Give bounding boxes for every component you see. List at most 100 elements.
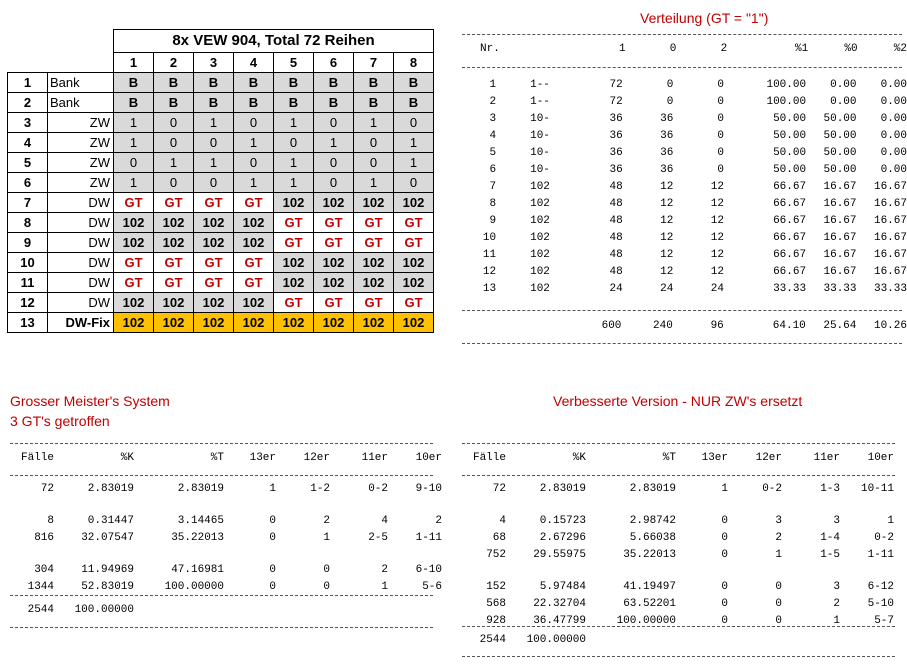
table-cell: 8 [47, 515, 54, 527]
grosser-subtitle: 3 GT's getroffen [10, 413, 110, 429]
table-cell: 48 [609, 198, 623, 210]
grid-cell: 102 [353, 312, 394, 333]
table-cell: 568 [486, 598, 506, 610]
grid-cell: 1 [353, 112, 394, 133]
grid-cell: 1 [113, 132, 154, 153]
table-cell: 12 [660, 181, 674, 193]
grid-cell: 102 [193, 212, 234, 233]
grid-cell: 0 [153, 172, 194, 193]
table-cell: Fälle [20, 452, 54, 464]
table-cell: 24 [609, 283, 623, 295]
table-cell: 752 [486, 549, 506, 561]
grid-cell: 102 [273, 272, 314, 293]
table-cell: 0 [721, 532, 728, 544]
grid-cell: GT [353, 292, 394, 313]
table-cell: 16.67 [873, 266, 907, 278]
table-row: 11 102 48 12 12 66.67 16.67 16.67 [462, 247, 907, 264]
divider [462, 443, 895, 444]
table-cell: 102 [530, 181, 550, 193]
row-number: 2 [7, 92, 48, 113]
table-cell [462, 318, 495, 335]
grid-cell: 0 [193, 172, 234, 193]
row-label: DW [47, 292, 114, 313]
grid-cell: 102 [193, 292, 234, 313]
table-cell: 11er [813, 452, 840, 464]
row-number: 3 [7, 112, 48, 133]
table-cell: 100.00000 [526, 634, 586, 646]
table-cell: 1 [489, 79, 497, 91]
table-cell: 816 [34, 532, 54, 544]
table-cell: 48 [609, 249, 623, 261]
table-cell: 36 [609, 130, 623, 142]
table-cell: 2.83019 [177, 483, 224, 495]
table-cell: 35.22013 [171, 532, 224, 544]
table-cell: 6-12 [867, 581, 894, 593]
table-row: 1 1-- 72 0 0 100.00 0.00 0.00 [462, 77, 907, 94]
grid-cell: 102 [233, 312, 274, 333]
empty-cell [48, 53, 114, 73]
table-cell: 1-5 [820, 549, 840, 561]
row-number: 8 [7, 212, 48, 233]
table-cell: 36 [609, 113, 623, 125]
table-cell: 36 [660, 113, 674, 125]
table-cell: 12er [303, 452, 330, 464]
table-cell: 96 [710, 320, 724, 332]
table-cell: 600 [601, 320, 622, 332]
grid-cell: 102 [153, 232, 194, 253]
grid-cell: 0 [153, 112, 194, 133]
divider [462, 343, 902, 344]
table-cell: 10- [530, 147, 550, 159]
table-cell: 2544 [479, 634, 506, 646]
column-header: %1 [795, 43, 809, 55]
row-label: DW [47, 272, 114, 293]
table-cell: 48 [609, 266, 623, 278]
table-cell: 52.83019 [81, 581, 134, 593]
table-cell: 0 [717, 96, 724, 108]
column-header: 8 [393, 52, 434, 73]
table-cell: 0.00 [880, 79, 907, 91]
grid-cell: GT [193, 272, 234, 293]
table-cell: 12 [710, 249, 724, 261]
table-cell: 2-5 [368, 532, 388, 544]
table-row: 3 10- 36 36 0 50.00 50.00 0.00 [462, 111, 907, 128]
table-cell: 66.67 [773, 249, 807, 261]
table-cell: 102 [530, 198, 550, 210]
grid-cell: 102 [353, 252, 394, 273]
table-cell: Fälle [472, 452, 506, 464]
table-cell: 1-11 [415, 532, 442, 544]
table-cell: 0 [269, 515, 276, 527]
table-cell: 16.67 [873, 215, 907, 227]
grid-cell: 102 [273, 312, 314, 333]
grid-cell: 102 [313, 272, 354, 293]
table-cell: 2.67296 [539, 532, 586, 544]
table-row: 6 10- 36 36 0 50.00 50.00 0.00 [462, 162, 907, 179]
table-cell: 0 [269, 581, 276, 593]
grid-row: 8 DW 102 102 102 102 GT GT GT GT [7, 212, 434, 233]
table-cell: 1 [269, 483, 276, 495]
table-cell: 12 [710, 266, 724, 278]
grid-cell: B [193, 72, 234, 93]
row-number: 13 [7, 312, 48, 333]
table-cell: 11er [361, 452, 388, 464]
table-cell: 3 [833, 581, 840, 593]
grid-cell: 0 [233, 112, 274, 133]
table-cell: 33.33 [773, 283, 807, 295]
grid-cell: 1 [113, 112, 154, 133]
grid-cell: GT [353, 212, 394, 233]
grid-row: 1 Bank B B B B B B B B [7, 72, 434, 93]
table-cell: 13 [482, 283, 497, 295]
grid-cell: 1 [313, 132, 354, 153]
grid-cell: GT [193, 252, 234, 273]
table-cell: 2544 [27, 604, 54, 616]
column-header: 7 [353, 52, 394, 73]
column-header: %0 [844, 43, 858, 55]
grid-cell: GT [313, 232, 354, 253]
table-cell: 48 [609, 215, 623, 227]
row-number: 1 [7, 72, 48, 93]
divider [462, 626, 895, 627]
grid-cell: B [273, 72, 314, 93]
table-cell: 16.67 [873, 181, 907, 193]
grid-cell: 1 [273, 112, 314, 133]
table-cell: 1 [775, 549, 782, 561]
table-row: 152 5.97484 41.19497 0 0 3 6-12 [462, 579, 894, 596]
